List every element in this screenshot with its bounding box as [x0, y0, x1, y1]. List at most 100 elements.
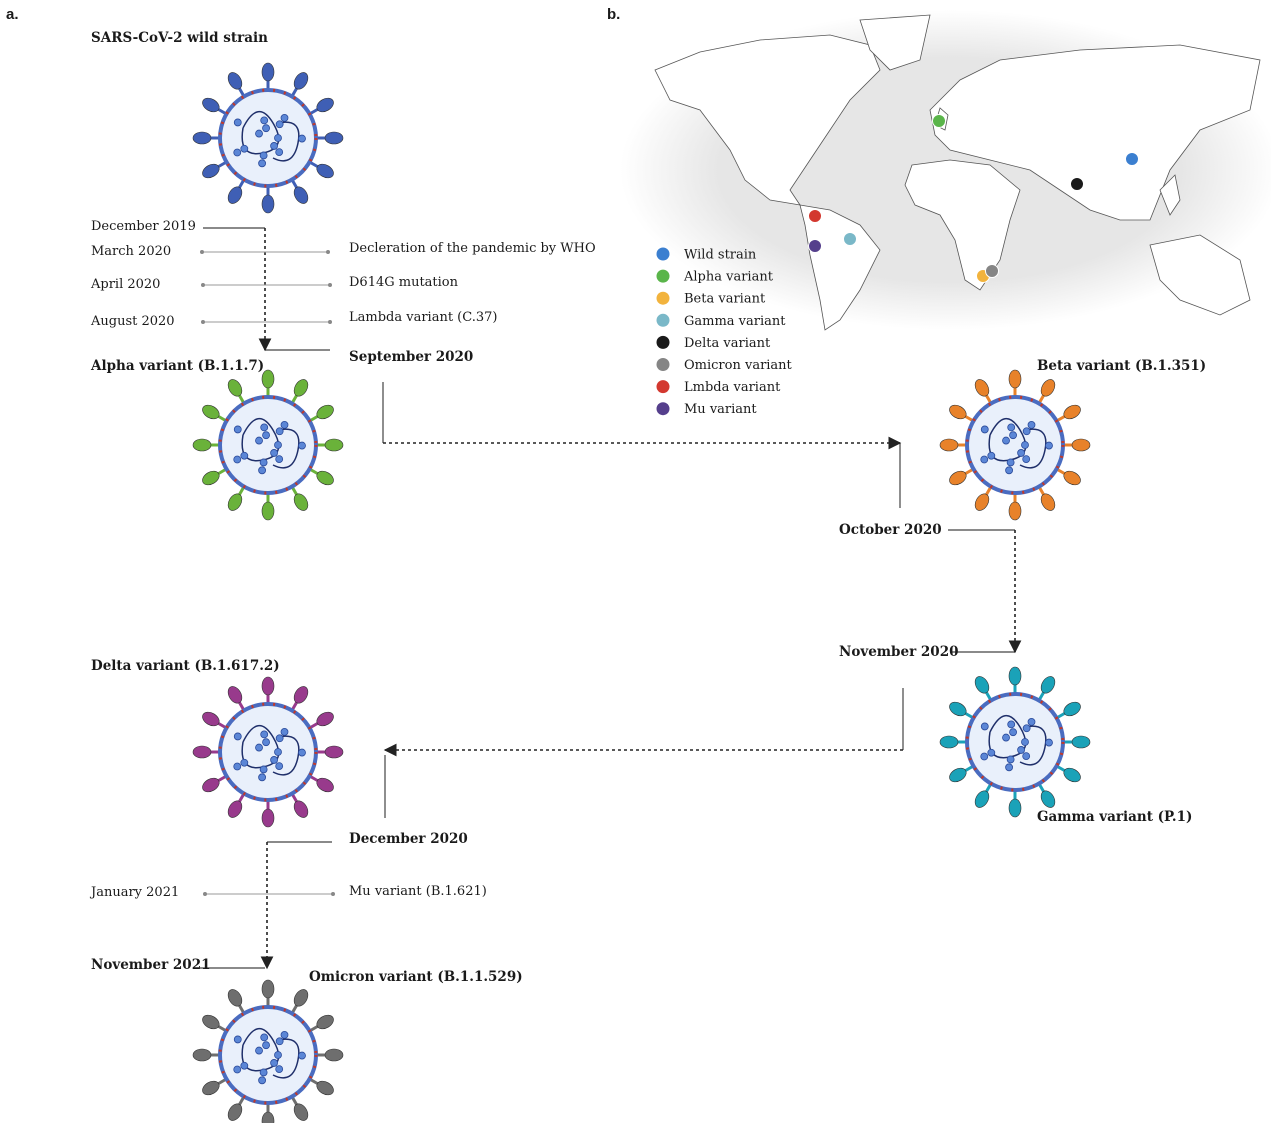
nucleocapsid [258, 1076, 266, 1085]
nucleocapsid [260, 730, 269, 739]
nucleocapsid [262, 738, 270, 747]
nucleocapsid [262, 124, 270, 133]
panel-label: b. [607, 6, 621, 23]
nucleocapsid [258, 466, 266, 475]
spike-head [261, 979, 275, 999]
nucleocapsid [233, 732, 242, 741]
panel-label: a. [6, 6, 19, 23]
nucleocapsid [1006, 755, 1015, 764]
date: November 2020 [839, 644, 959, 660]
nucleocapsid [1022, 427, 1031, 436]
nucleocapsid [280, 114, 289, 122]
spike-head [192, 438, 212, 452]
nucleocapsid [274, 441, 282, 449]
nucleocapsid [240, 451, 249, 460]
spike-head [192, 131, 212, 145]
spike-head [293, 800, 309, 818]
legend-label: Alpha variant [683, 270, 774, 285]
nucleocapsid [233, 148, 242, 157]
event-dot [326, 250, 330, 254]
nucleocapsid [260, 423, 269, 432]
map-dot [985, 264, 999, 278]
spike-head [202, 163, 220, 179]
map-dot [843, 232, 857, 246]
nucleocapsid [260, 1033, 269, 1042]
nucleocapsid [280, 728, 289, 736]
virus [192, 979, 344, 1123]
nucleocapsid [275, 455, 284, 463]
nucleocapsid [275, 1037, 284, 1046]
map-dot [808, 209, 822, 223]
map-dot [932, 114, 946, 128]
spike-head [202, 470, 220, 486]
spike-head [261, 194, 275, 214]
spike-head [227, 800, 243, 818]
legend-label: Gamma variant [684, 314, 786, 329]
spike-head [1008, 501, 1022, 521]
spike-head [316, 1014, 334, 1030]
nucleocapsid [298, 441, 306, 450]
spike-head [261, 676, 275, 696]
date: September 2020 [349, 349, 474, 365]
nucleocapsid [275, 427, 284, 436]
spike-head [261, 369, 275, 389]
date: November 2021 [91, 957, 211, 973]
spike-head [202, 404, 220, 420]
date: August 2020 [91, 314, 175, 329]
nucleocapsid [275, 148, 284, 156]
spike-head [316, 97, 334, 113]
spike-head [1071, 735, 1091, 749]
nucleocapsid [255, 1046, 263, 1055]
event-dot [201, 320, 205, 324]
spike-head [227, 493, 243, 511]
spike-head [1008, 798, 1022, 818]
date: April 2020 [91, 277, 161, 292]
legend-dot [656, 402, 670, 416]
nucleocapsid [255, 743, 263, 752]
nucleocapsid [270, 449, 278, 457]
spike-head [324, 131, 344, 145]
spike-head [227, 379, 243, 397]
membrane-dash [218, 702, 318, 802]
nucleocapsid [1027, 421, 1036, 429]
spike-head [202, 711, 220, 727]
spike-head [1063, 767, 1081, 783]
nucleocapsid [262, 1041, 270, 1050]
legend-dot [656, 247, 670, 261]
spike-head [293, 989, 309, 1007]
spike-head [974, 379, 990, 397]
nucleocapsid [240, 1061, 249, 1070]
world-map [620, 10, 1271, 331]
nucleocapsid [280, 1031, 289, 1039]
event-dot [328, 283, 332, 287]
spike-head [293, 379, 309, 397]
spike-head [202, 1014, 220, 1030]
legend-label: Mu variant [684, 402, 757, 417]
date: October 2020 [839, 522, 942, 538]
nucleocapsid [259, 151, 268, 160]
spike-head [1040, 790, 1056, 808]
nucleocapsid [1045, 441, 1053, 450]
map-dot [808, 239, 822, 253]
spike-head [1008, 666, 1022, 686]
spike-head [293, 186, 309, 204]
nucleocapsid [260, 116, 269, 125]
nucleocapsid [255, 129, 263, 138]
map-dot [1125, 152, 1139, 166]
nucleocapsid [233, 1065, 242, 1074]
nucleocapsid [275, 1065, 284, 1073]
virus [192, 62, 344, 214]
nucleocapsid [233, 1035, 242, 1044]
nucleocapsid [275, 734, 284, 743]
membrane-dash [218, 395, 318, 495]
legend-dot [656, 313, 670, 327]
nucleocapsid [1017, 746, 1025, 754]
nucleocapsid [280, 421, 289, 429]
nucleocapsid [980, 722, 989, 731]
membrane-dash [965, 395, 1065, 495]
event: Mu variant (B.1.621) [349, 884, 487, 899]
map-dot [1070, 177, 1084, 191]
spike-head [227, 989, 243, 1007]
nucleocapsid [1009, 431, 1017, 440]
